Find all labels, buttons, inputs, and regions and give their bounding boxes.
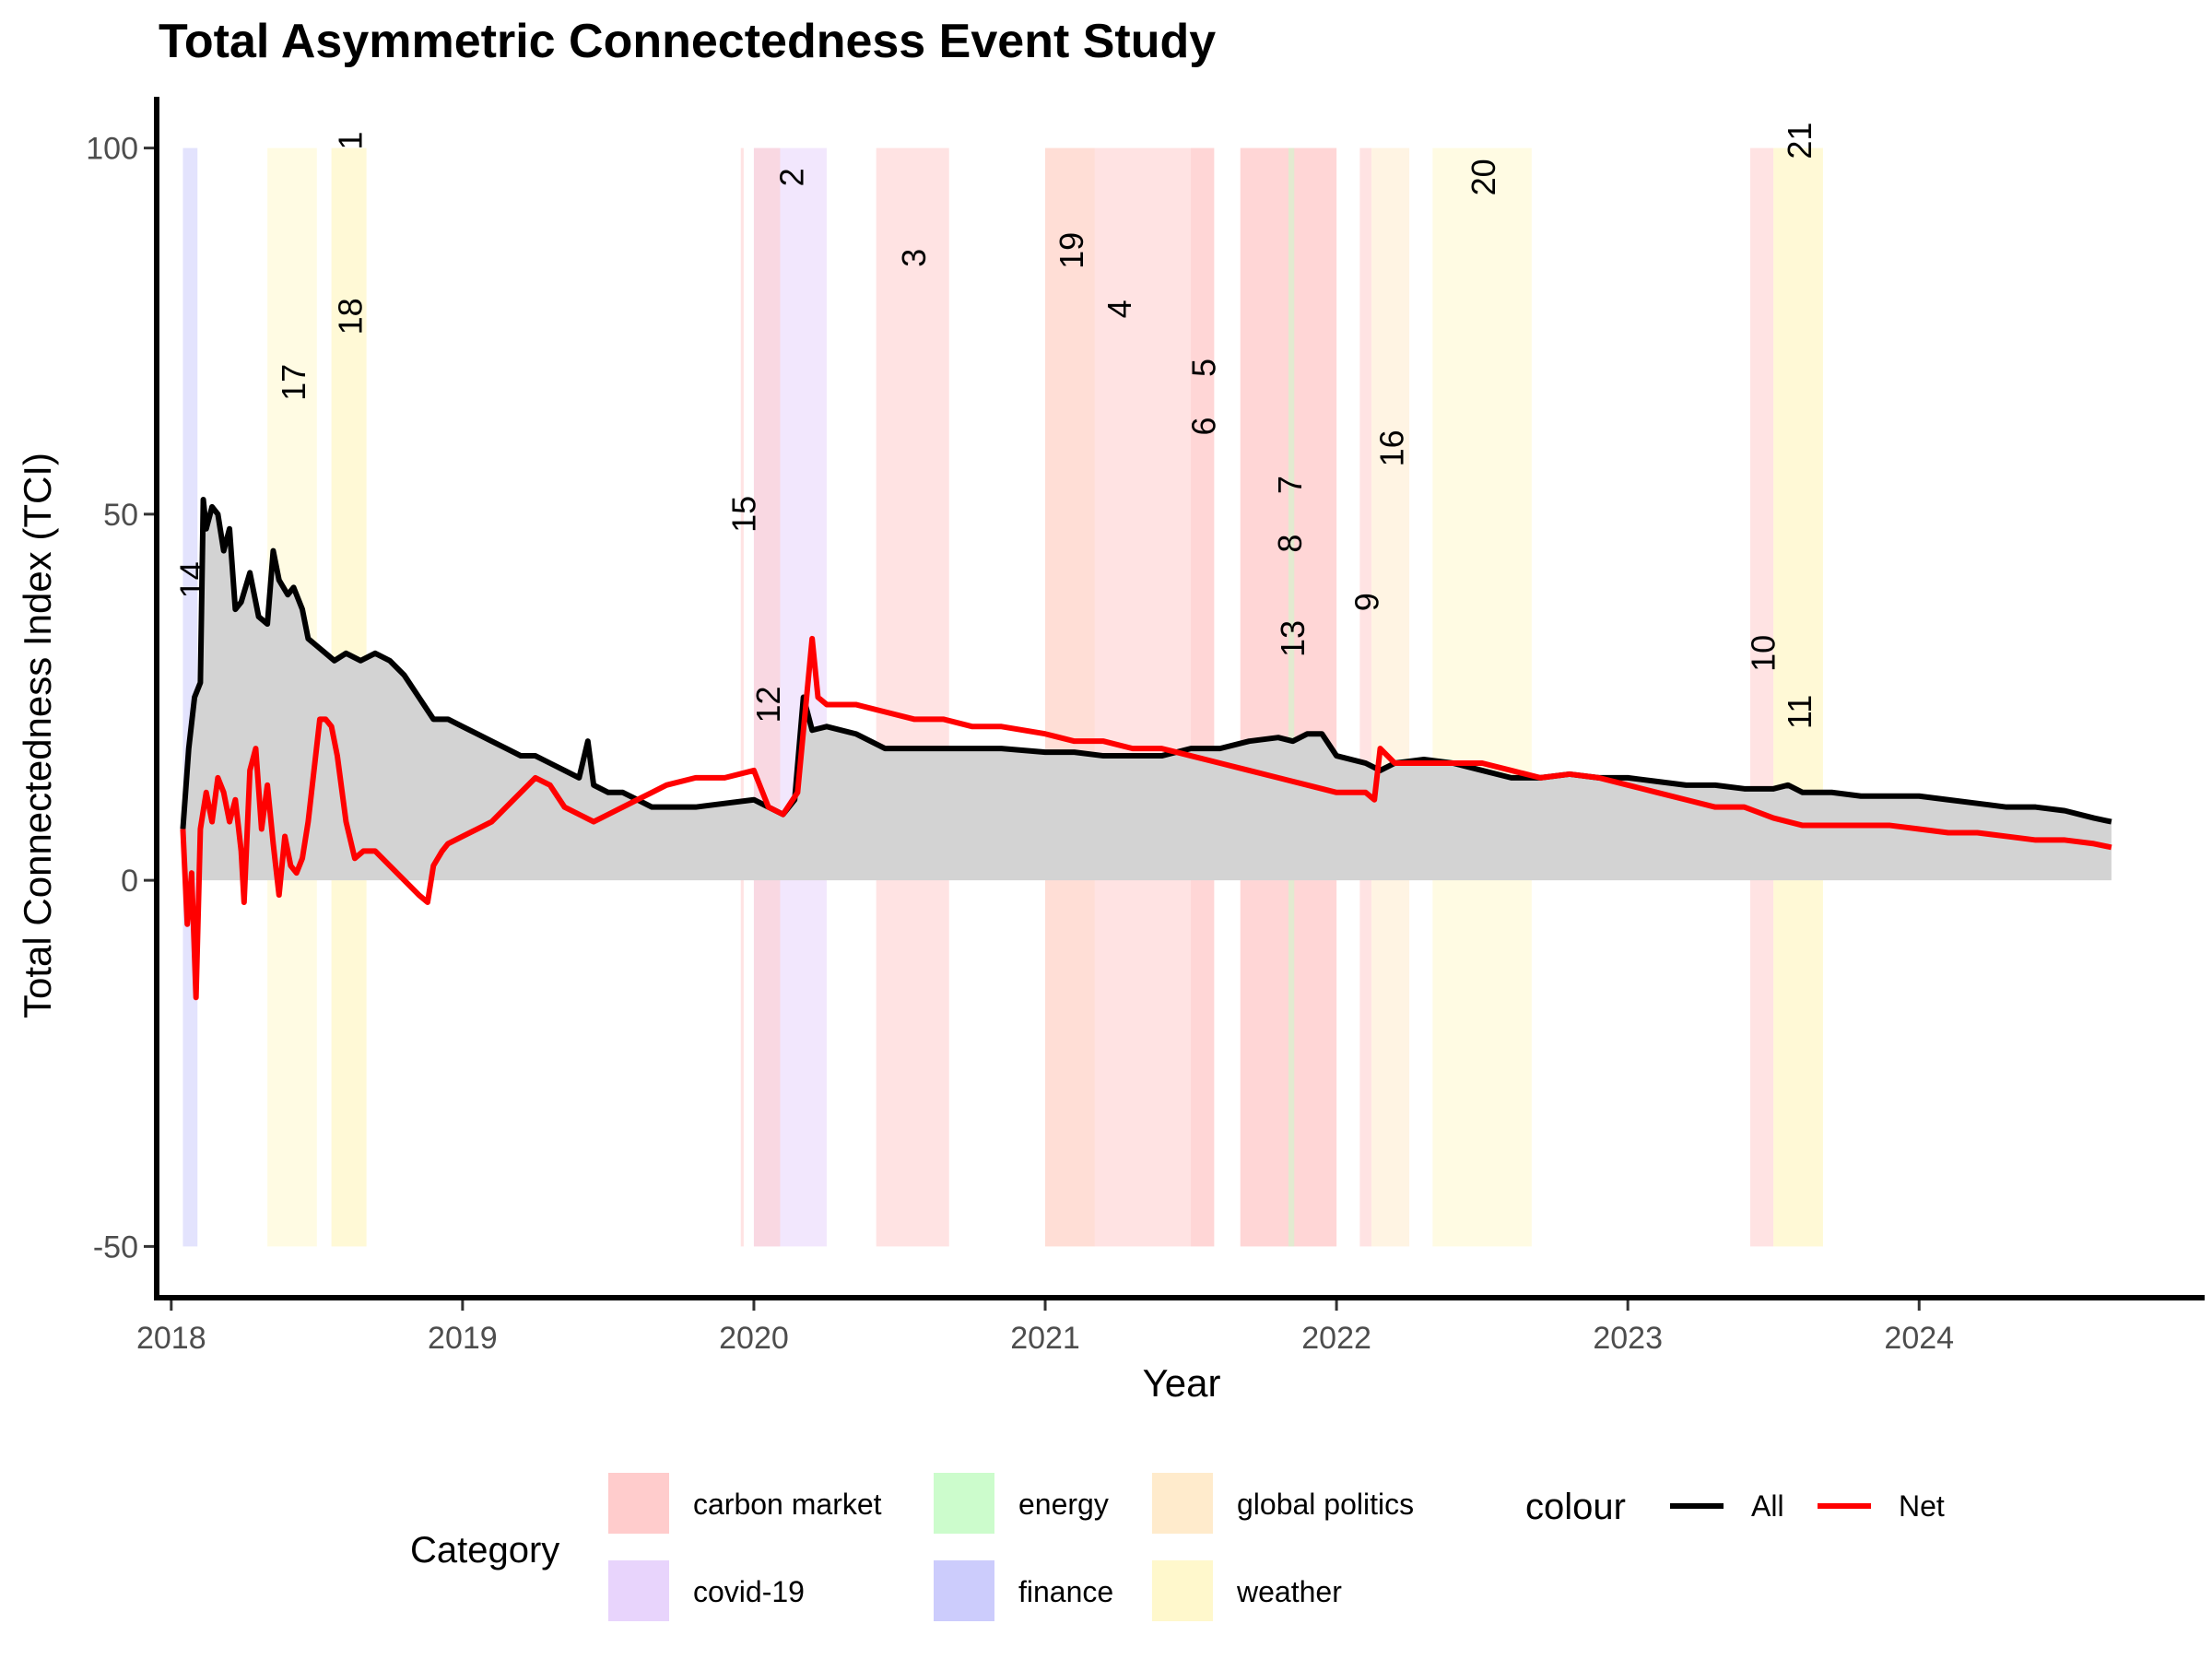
event-label-8: 8 [1271,535,1309,553]
x-axis-title: Year [1143,1361,1221,1405]
x-tick-label: 2023 [1593,1321,1663,1356]
event-label-12: 12 [749,686,787,723]
event-label-14: 14 [172,561,210,598]
event-label-17: 17 [275,364,312,401]
y-axis-ticks: -50 0 50 100 [86,132,154,1265]
event-band-10 [1749,147,1774,1247]
event-label-13: 13 [1274,620,1312,657]
legend-key-finance [934,1560,994,1621]
x-tick-label: 2024 [1884,1321,1954,1356]
event-band-6 [1191,147,1215,1247]
event-band-9 [1359,147,1372,1247]
event-label-7: 7 [1271,476,1309,494]
series-line-net [180,635,2112,1001]
legend-label-carbon-market: carbon market [693,1488,882,1521]
x-tick-label: 2018 [136,1321,206,1356]
event-label-1: 1 [332,132,370,150]
chart-title: Total Asymmetric Connectedness Event Stu… [159,15,1216,68]
event-label-16: 16 [1373,429,1411,466]
event-band-13 [1288,147,1295,1247]
event-band-20 [1432,147,1532,1247]
legend-key-energy [934,1473,994,1534]
x-tick-label: 2020 [719,1321,789,1356]
y-tick-label: 0 [121,864,138,899]
legend-category-title: Category [410,1530,559,1571]
event-label-2: 2 [772,168,810,186]
x-axis-ticks: 2018 2019 2020 2021 2022 2023 2024 [136,1300,1954,1356]
event-label-18: 18 [332,298,370,335]
event-label-21: 21 [1781,123,1818,159]
event-label-3: 3 [895,249,933,267]
y-axis-title: Total Connectedness Index (TCI) [16,453,59,1018]
y-tick-label: -50 [93,1230,138,1265]
event-label-5: 5 [1185,359,1223,377]
legend-key-carbon-market [608,1473,669,1534]
event-label-20: 20 [1465,159,1502,195]
legend-colour-title: colour [1525,1487,1626,1527]
legend-label-covid-19: covid-19 [693,1575,805,1608]
legend-label-energy: energy [1018,1488,1109,1521]
legend-label-finance: finance [1018,1575,1113,1608]
event-label-10: 10 [1745,635,1783,672]
legend-label-weather: weather [1236,1575,1342,1608]
event-bands [182,147,1823,1247]
legend: Category carbon market covid-19 energy finan… [410,1473,1945,1621]
event-label-9: 9 [1348,593,1386,611]
event-band-15 [740,147,744,1247]
x-tick-label: 2022 [1301,1321,1371,1356]
x-tick-label: 2019 [428,1321,498,1356]
y-tick-label: 100 [86,132,138,167]
event-band-12 [753,147,781,1247]
x-tick-label: 2021 [1010,1321,1080,1356]
y-tick-label: 50 [103,498,138,533]
event-label-11: 11 [1781,695,1818,729]
event-band-16 [1371,147,1410,1247]
legend-label-all: All [1751,1489,1784,1523]
legend-label-global-politics: global politics [1237,1488,1414,1521]
legend-label-net: Net [1899,1489,1945,1523]
event-label-4: 4 [1100,300,1138,318]
legend-key-covid-19 [608,1560,669,1621]
event-label-15: 15 [724,496,762,533]
event-label-19: 19 [1053,232,1090,269]
event-label-6: 6 [1185,418,1223,436]
event-band-21 [1773,147,1823,1247]
event-band-3 [876,147,949,1247]
legend-key-weather [1152,1560,1213,1621]
event-band-4 [1045,147,1192,1247]
event-labels: 14 17 1 18 15 2 12 3 19 4 5 6 7 8 13 9 16 20 10 11 21 [172,123,1818,729]
legend-key-global-politics [1152,1473,1213,1534]
